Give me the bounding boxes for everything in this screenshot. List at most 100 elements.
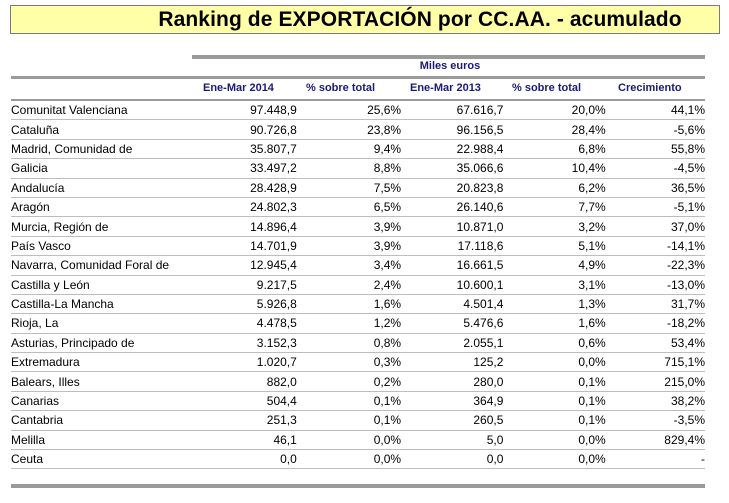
value-2013-cell: 10.600,1	[401, 275, 504, 295]
growth-cell: 715,1%	[605, 352, 705, 373]
units-rule	[192, 55, 705, 59]
column-header-period-2013: Ene-Mar 2013	[410, 82, 481, 94]
growth-cell: -18,2%	[605, 313, 705, 334]
value-2013-cell: 260,5	[401, 410, 504, 431]
growth-cell: -5,6%	[605, 119, 705, 140]
region-cell: Canarias	[11, 391, 197, 412]
share-2013-cell: 6,2%	[503, 178, 606, 198]
value-2013-cell: 35.066,6	[401, 158, 504, 179]
value-2014-cell: 14.896,4	[196, 216, 297, 237]
share-2013-cell: 1,6%	[503, 313, 606, 334]
column-header-period-2014: Ene-Mar 2014	[203, 82, 274, 94]
growth-cell: 37,0%	[605, 216, 705, 237]
share-2014-cell: 6,5%	[296, 197, 402, 218]
header-bottom-rule	[11, 99, 705, 101]
region-cell: Aragón	[11, 197, 197, 218]
growth-cell: 53,4%	[605, 333, 705, 354]
region-cell: Murcia, Región de	[11, 216, 197, 237]
value-2014-cell: 3.152,3	[196, 333, 297, 354]
share-2013-cell: 0,0%	[503, 430, 606, 451]
share-2013-cell: 0,1%	[503, 410, 606, 431]
table-row: Aragón 24.802,3 6,5% 26.140,6 7,7% -5,1%	[11, 197, 705, 218]
value-2013-cell: 17.118,6	[401, 236, 504, 257]
value-2014-cell: 882,0	[196, 371, 297, 392]
table-row: Cantabria 251,3 0,1% 260,5 0,1% -3,5%	[11, 410, 705, 431]
value-2013-cell: 22.988,4	[401, 139, 504, 160]
region-cell: Andalucía	[11, 178, 197, 198]
region-cell: Balears, Illes	[11, 371, 197, 392]
growth-cell: 215,0%	[605, 371, 705, 392]
value-2013-cell: 4.501,4	[401, 294, 504, 315]
region-cell: Asturias, Principado de	[11, 333, 197, 354]
value-2014-cell: 35.807,7	[196, 139, 297, 160]
value-2014-cell: 28.428,9	[196, 178, 297, 198]
value-2013-cell: 125,2	[401, 352, 504, 373]
region-cell: Galicia	[11, 158, 197, 179]
table-row: Navarra, Comunidad Foral de 12.945,4 3,4% 1…	[11, 255, 705, 276]
share-2014-cell: 23,8%	[296, 119, 402, 140]
table-row: Madrid, Comunidad de 35.807,7 9,4% 22.988,4…	[11, 139, 705, 160]
value-2014-cell: 14.701,9	[196, 236, 297, 257]
growth-cell: -22,3%	[605, 255, 705, 276]
growth-cell: -3,5%	[605, 410, 705, 431]
region-cell: Madrid, Comunidad de	[11, 139, 197, 160]
region-cell: Rioja, La	[11, 313, 197, 334]
page-title: Ranking de EXPORTACIÓN por CC.AA. - acum…	[158, 8, 682, 31]
share-2014-cell: 3,9%	[296, 216, 402, 237]
share-2013-cell: 0,0%	[503, 449, 606, 470]
value-2014-cell: 90.726,8	[196, 119, 297, 140]
value-2013-cell: 26.140,6	[401, 197, 504, 218]
region-cell: Cantabria	[11, 410, 197, 431]
value-2014-cell: 12.945,4	[196, 255, 297, 276]
table-body: Comunitat Valenciana 97.448,9 25,6% 67.616,…	[11, 101, 705, 470]
share-2013-cell: 0,1%	[503, 391, 606, 412]
value-2013-cell: 20.823,8	[401, 178, 504, 198]
share-2013-cell: 0,6%	[503, 333, 606, 354]
value-2013-cell: 2.055,1	[401, 333, 504, 354]
growth-cell: 44,1%	[605, 101, 705, 121]
table-row: Comunitat Valenciana 97.448,9 25,6% 67.616,…	[11, 101, 705, 121]
value-2014-cell: 46,1	[196, 430, 297, 451]
value-2014-cell: 1.020,7	[196, 352, 297, 373]
units-label: Miles euros	[419, 60, 481, 72]
share-2014-cell: 0,8%	[296, 333, 402, 354]
value-2013-cell: 10.871,0	[401, 216, 504, 237]
value-2013-cell: 67.616,7	[401, 101, 504, 121]
share-2014-cell: 25,6%	[296, 101, 402, 121]
table-row: Castilla-La Mancha 5.926,8 1,6% 4.501,4 1,3%…	[11, 294, 705, 315]
value-2013-cell: 96.156,5	[401, 119, 504, 140]
header-top-rule	[11, 76, 705, 79]
share-2013-cell: 20,0%	[503, 101, 606, 121]
share-2014-cell: 0,0%	[296, 449, 402, 470]
share-2014-cell: 9,4%	[296, 139, 402, 160]
table-row: Cataluña 90.726,8 23,8% 96.156,5 28,4% -5,6%	[11, 119, 705, 140]
value-2014-cell: 504,4	[196, 391, 297, 412]
table-row: Melilla 46,1 0,0% 5,0 0,0% 829,4%	[11, 430, 705, 451]
value-2014-cell: 33.497,2	[196, 158, 297, 179]
value-2013-cell: 364,9	[401, 391, 504, 412]
value-2014-cell: 5.926,8	[196, 294, 297, 315]
growth-cell: 36,5%	[605, 178, 705, 198]
value-2014-cell: 24.802,3	[196, 197, 297, 218]
growth-cell: -13,0%	[605, 275, 705, 295]
share-2014-cell: 1,6%	[296, 294, 402, 315]
table-row: Galicia 33.497,2 8,8% 35.066,6 10,4% -4,5%	[11, 158, 705, 179]
table-bottom-rule	[11, 484, 705, 488]
share-2014-cell: 0,2%	[296, 371, 402, 392]
share-2013-cell: 3,2%	[503, 216, 606, 237]
table-row: Asturias, Principado de 3.152,3 0,8% 2.055,…	[11, 333, 705, 354]
share-2013-cell: 0,0%	[503, 352, 606, 373]
share-2013-cell: 10,4%	[503, 158, 606, 179]
table-row: Rioja, La 4.478,5 1,2% 5.476,6 1,6% -18,2%	[11, 313, 705, 334]
value-2013-cell: 0,0	[401, 449, 504, 470]
share-2014-cell: 8,8%	[296, 158, 402, 179]
region-cell: Cataluña	[11, 119, 197, 140]
share-2014-cell: 2,4%	[296, 275, 402, 295]
column-header-share-2013: % sobre total	[512, 82, 582, 94]
value-2013-cell: 5.476,6	[401, 313, 504, 334]
column-header-growth: Crecimiento	[618, 82, 682, 94]
table-row: Balears, Illes 882,0 0,2% 280,0 0,1% 215,0%	[11, 371, 705, 392]
share-2013-cell: 28,4%	[503, 119, 606, 140]
share-2014-cell: 0,3%	[296, 352, 402, 373]
share-2014-cell: 7,5%	[296, 178, 402, 198]
